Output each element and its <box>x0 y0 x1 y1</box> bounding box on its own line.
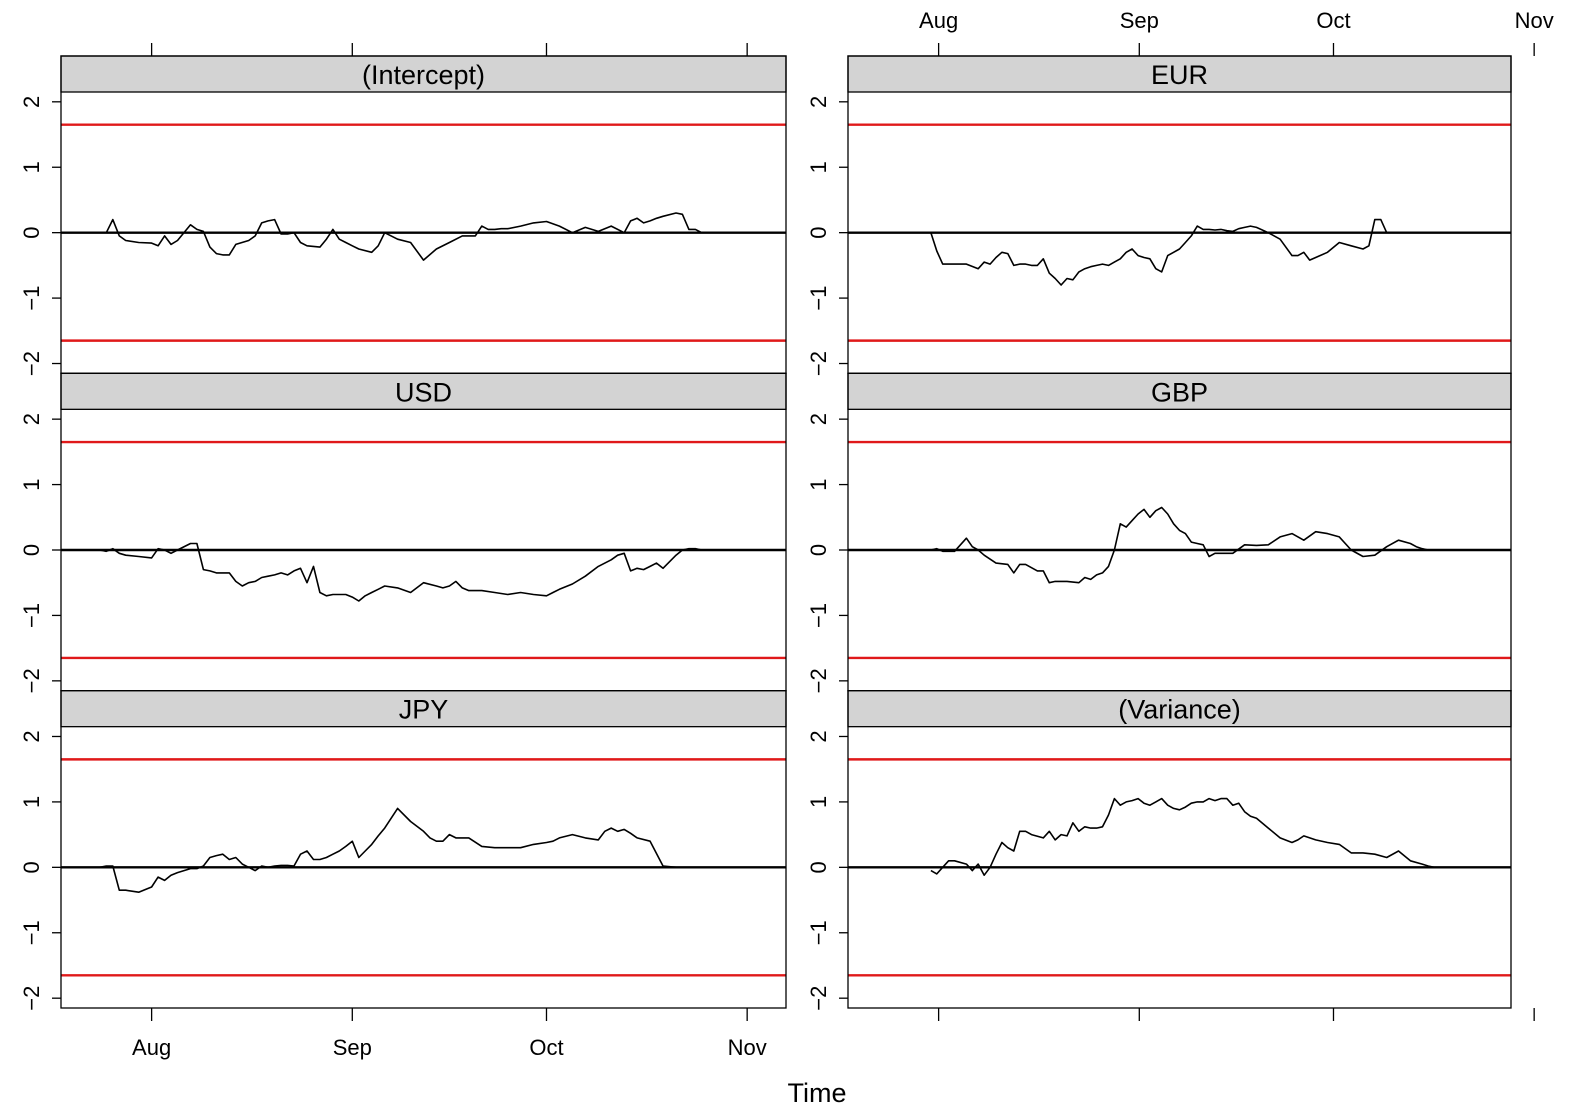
y-tick-label: 0 <box>19 544 44 556</box>
y-tick-label: 1 <box>806 796 831 808</box>
panel-variance: (Variance) −2 −1 0 1 2 <box>806 690 1512 1011</box>
y-tick-label: 1 <box>19 478 44 490</box>
y-tick-label: −2 <box>19 986 44 1011</box>
x-axis-bottom-right <box>937 1008 1535 1021</box>
y-tick-label: −2 <box>806 986 831 1011</box>
y-tick-label: 2 <box>19 730 44 742</box>
series-line-usd <box>99 542 748 602</box>
x-tick-label: Oct <box>529 1035 563 1060</box>
panel-title: JPY <box>399 695 449 725</box>
x-tick-label: Oct <box>1316 8 1350 33</box>
x-tick-label: Sep <box>333 1035 372 1060</box>
x-tick-label: Sep <box>1120 8 1159 33</box>
x-axis-label: Time <box>788 1078 847 1108</box>
x-axis-bottom-left: Aug Sep Oct Nov <box>132 1008 767 1060</box>
y-tick-label: 1 <box>19 796 44 808</box>
series-line-gbp <box>930 506 1476 584</box>
y-tick-label: −1 <box>19 286 44 311</box>
y-tick-label: −1 <box>806 603 831 628</box>
y-tick-label: −1 <box>806 286 831 311</box>
panel-strip <box>847 55 1512 93</box>
y-tick-label: 0 <box>806 544 831 556</box>
panel-frame <box>60 55 787 374</box>
panel-frame <box>847 372 1512 692</box>
y-tick-label: −2 <box>19 668 44 693</box>
x-tick-label: Aug <box>919 8 958 33</box>
y-tick-label: 0 <box>19 227 44 239</box>
panel-title: EUR <box>1151 60 1208 90</box>
y-tick-label: −1 <box>19 603 44 628</box>
x-axis-top-right: Aug Sep Oct Nov <box>919 8 1554 56</box>
panel-strip <box>60 372 787 410</box>
y-tick-label: 2 <box>806 96 831 108</box>
y-tick-label: 0 <box>806 861 831 873</box>
panel-intercept: (Intercept) −2 −1 0 1 2 <box>19 55 787 376</box>
y-tick-label: 0 <box>19 861 44 873</box>
y-tick-label: −2 <box>806 351 831 376</box>
panel-frame <box>60 690 787 1009</box>
y-tick-label: 2 <box>806 413 831 425</box>
x-tick-label: Nov <box>728 1035 767 1060</box>
panel-eur: EUR −2 −1 0 1 2 <box>806 55 1512 376</box>
series-line-eur <box>930 218 1476 286</box>
y-tick-label: −1 <box>806 920 831 945</box>
y-tick-label: 2 <box>806 730 831 742</box>
y-tick-label: 2 <box>19 96 44 108</box>
x-tick-label: Aug <box>132 1035 171 1060</box>
panel-strip <box>847 372 1512 410</box>
panel-strip <box>60 55 787 93</box>
series-line-variance <box>930 797 1476 877</box>
y-tick-label: −2 <box>19 351 44 376</box>
panel-title: GBP <box>1151 377 1208 407</box>
panel-usd: USD −2 −1 0 1 2 <box>19 372 787 693</box>
y-tick-label: 1 <box>19 161 44 173</box>
y-tick-label: −1 <box>19 920 44 945</box>
panel-frame <box>60 372 787 692</box>
series-line-intercept <box>99 212 748 261</box>
panel-title: (Variance) <box>1118 695 1241 725</box>
x-axis-top-left <box>150 43 748 56</box>
y-tick-label: −2 <box>806 668 831 693</box>
y-tick-label: 1 <box>806 161 831 173</box>
x-tick-label: Nov <box>1515 8 1554 33</box>
panel-frame <box>847 55 1512 374</box>
panel-jpy: JPY −2 −1 0 1 2 <box>19 690 787 1011</box>
y-tick-label: 1 <box>806 478 831 490</box>
series-line-jpy <box>99 807 748 894</box>
panel-title: USD <box>395 377 452 407</box>
panel-gbp: GBP −2 −1 0 1 2 <box>806 372 1512 693</box>
panel-frame <box>847 690 1512 1009</box>
y-tick-label: 0 <box>806 227 831 239</box>
y-tick-label: 2 <box>19 413 44 425</box>
panel-title: (Intercept) <box>362 60 485 90</box>
